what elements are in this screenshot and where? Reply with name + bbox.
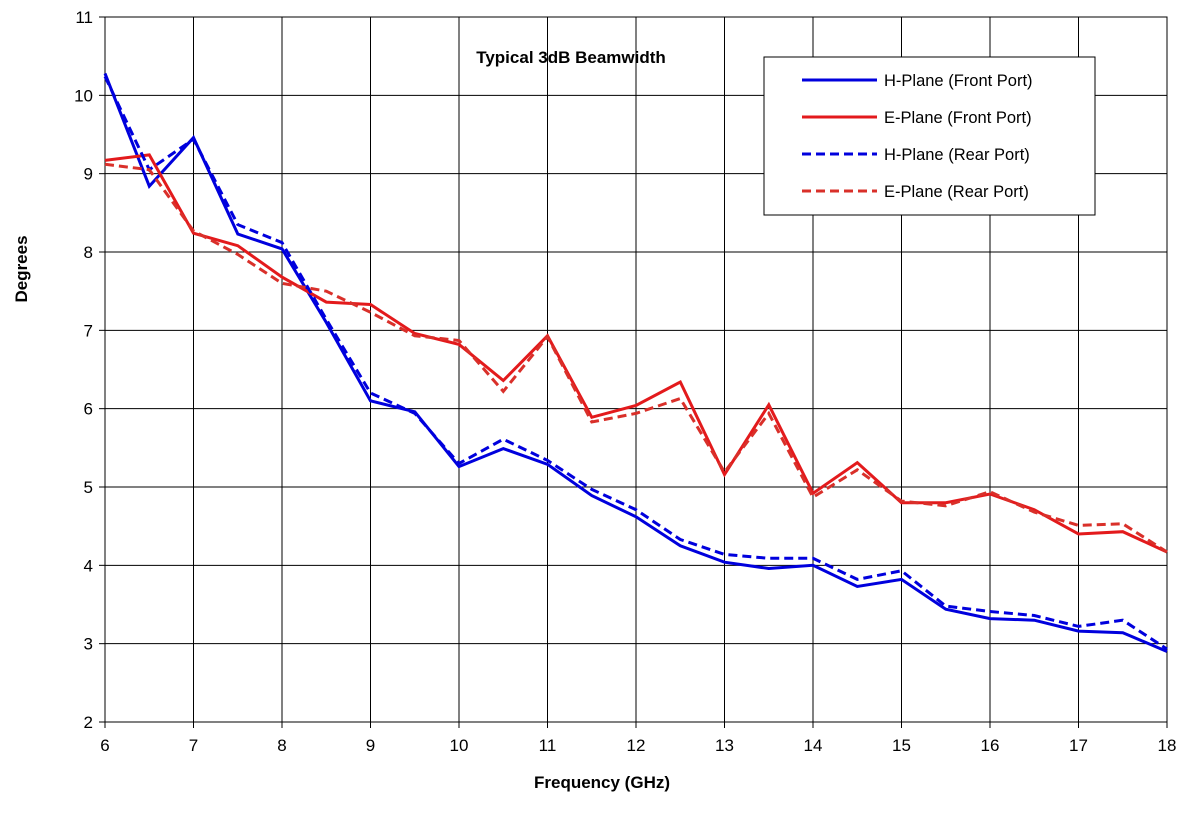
x-tick-label: 7 bbox=[189, 736, 198, 755]
y-tick-label: 6 bbox=[84, 400, 93, 419]
x-tick-label: 6 bbox=[100, 736, 109, 755]
y-axis-title: Degrees bbox=[12, 235, 31, 302]
axis-layer: 6 7 8 9 10 11 12 13 14 15 16 17 18 2 3 4 5 6 7 8 9 10 11 bbox=[74, 8, 1176, 755]
legend-label-2: E-Plane (Front Port) bbox=[884, 109, 1032, 127]
legend-box bbox=[763, 56, 1096, 216]
y-tick-label: 11 bbox=[75, 8, 93, 27]
y-tick-label: 10 bbox=[74, 86, 93, 105]
x-axis-title: Frequency (GHz) bbox=[534, 773, 670, 792]
y-tick-label: 5 bbox=[84, 478, 93, 497]
y-tick-label: 4 bbox=[84, 556, 93, 575]
legend: H-Plane (Front Port) E-Plane (Front Port)… bbox=[763, 56, 1096, 216]
x-tick-label: 16 bbox=[981, 736, 1000, 755]
x-tick-label: 13 bbox=[715, 736, 734, 755]
series-line-1 bbox=[103, 72, 1168, 653]
chart-title: Typical 3dB Beamwidth bbox=[476, 48, 666, 67]
y-tick-label: 7 bbox=[84, 321, 93, 340]
x-tick-label: 12 bbox=[627, 736, 646, 755]
x-tick-label: 15 bbox=[892, 736, 911, 755]
series-line-2 bbox=[104, 153, 1168, 554]
x-tick-label: 8 bbox=[277, 736, 286, 755]
x-tick-label: 10 bbox=[450, 736, 469, 755]
x-tick-label: 17 bbox=[1069, 736, 1088, 755]
y-tick-label: 2 bbox=[84, 713, 93, 732]
y-tick-label: 8 bbox=[84, 243, 93, 262]
legend-label-1: H-Plane (Front Port) bbox=[884, 72, 1033, 90]
legend-label-3: H-Plane (Rear Port) bbox=[884, 146, 1030, 164]
x-tick-label: 9 bbox=[366, 736, 375, 755]
x-tick-label: 18 bbox=[1158, 736, 1177, 755]
y-tick-label: 3 bbox=[84, 635, 93, 654]
series-line-3 bbox=[103, 75, 1168, 651]
x-tick-label: 11 bbox=[539, 736, 557, 755]
series-line-4 bbox=[104, 162, 1168, 554]
x-tick-label: 14 bbox=[804, 736, 823, 755]
legend-label-4: E-Plane (Rear Port) bbox=[884, 183, 1029, 201]
y-tick-label: 9 bbox=[84, 165, 93, 184]
series-layer bbox=[103, 72, 1168, 653]
